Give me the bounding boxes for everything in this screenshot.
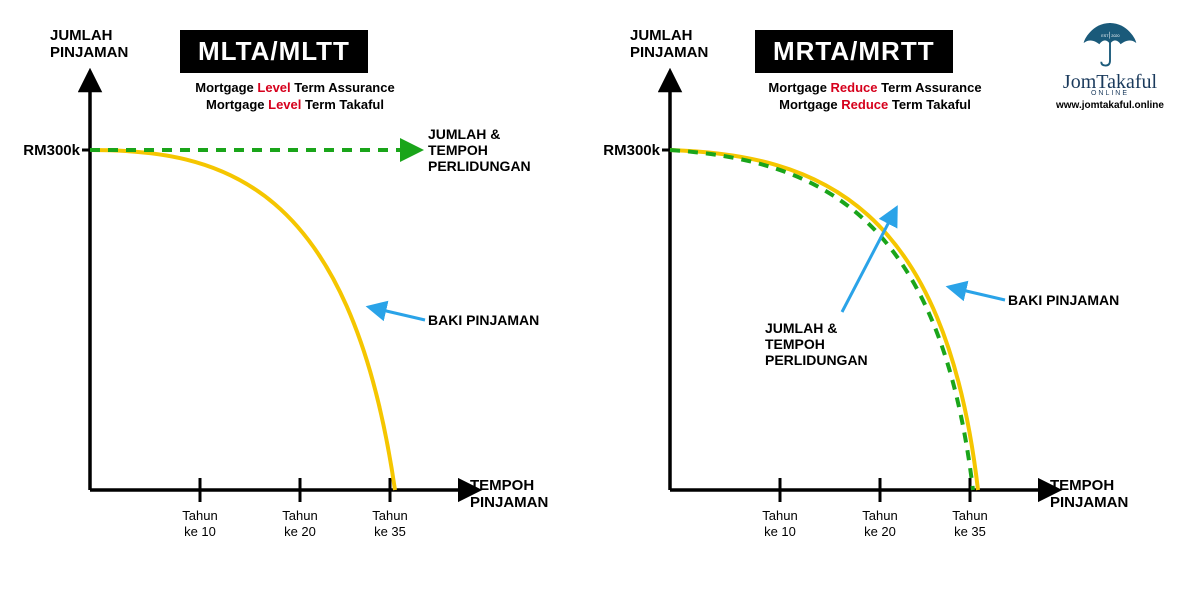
logo-year: 2020: [1111, 34, 1119, 38]
x-tick-label-10-right: Tahunke 10: [750, 508, 810, 539]
loan-curve-left: [90, 150, 395, 490]
x-tick-label-35-right: Tahunke 35: [940, 508, 1000, 539]
y-tick-label-left: RM300k: [20, 142, 80, 159]
x-tick-label-10-left: Tahunke 10: [170, 508, 230, 539]
logo-est: EST: [1101, 34, 1109, 38]
ann-coverage-right: JUMLAH &TEMPOHPERLIDUNGAN: [765, 320, 868, 368]
x-axis-label-right: TEMPOHPINJAMAN: [1050, 478, 1128, 511]
x-axis-label-left: TEMPOHPINJAMAN: [470, 478, 548, 511]
arrow-to-coverage-right: [842, 220, 890, 312]
arrow-to-loan-left: [382, 310, 425, 320]
ann-loan-left: BAKI PINJAMAN: [428, 312, 539, 328]
logo-url: www.jomtakaful.online: [1050, 100, 1170, 111]
logo: EST 2020 JomTakaful ONLINE www.jomtakafu…: [1050, 18, 1170, 111]
x-tick-label-20-right: Tahunke 20: [850, 508, 910, 539]
ann-loan-right: BAKI PINJAMAN: [1008, 292, 1119, 308]
ann-coverage-left: JUMLAH &TEMPOHPERLIDUNGAN: [428, 126, 531, 174]
umbrella-icon: EST 2020: [1075, 18, 1145, 68]
logo-name: JomTakaful ONLINE: [1050, 71, 1170, 97]
y-tick-label-right: RM300k: [600, 142, 660, 159]
panel-mlta: JUMLAHPINJAMAN MLTA/MLTT Mortgage Level …: [20, 0, 560, 612]
x-tick-label-35-left: Tahunke 35: [360, 508, 420, 539]
arrow-to-loan-right: [962, 290, 1005, 300]
x-tick-label-20-left: Tahunke 20: [270, 508, 330, 539]
